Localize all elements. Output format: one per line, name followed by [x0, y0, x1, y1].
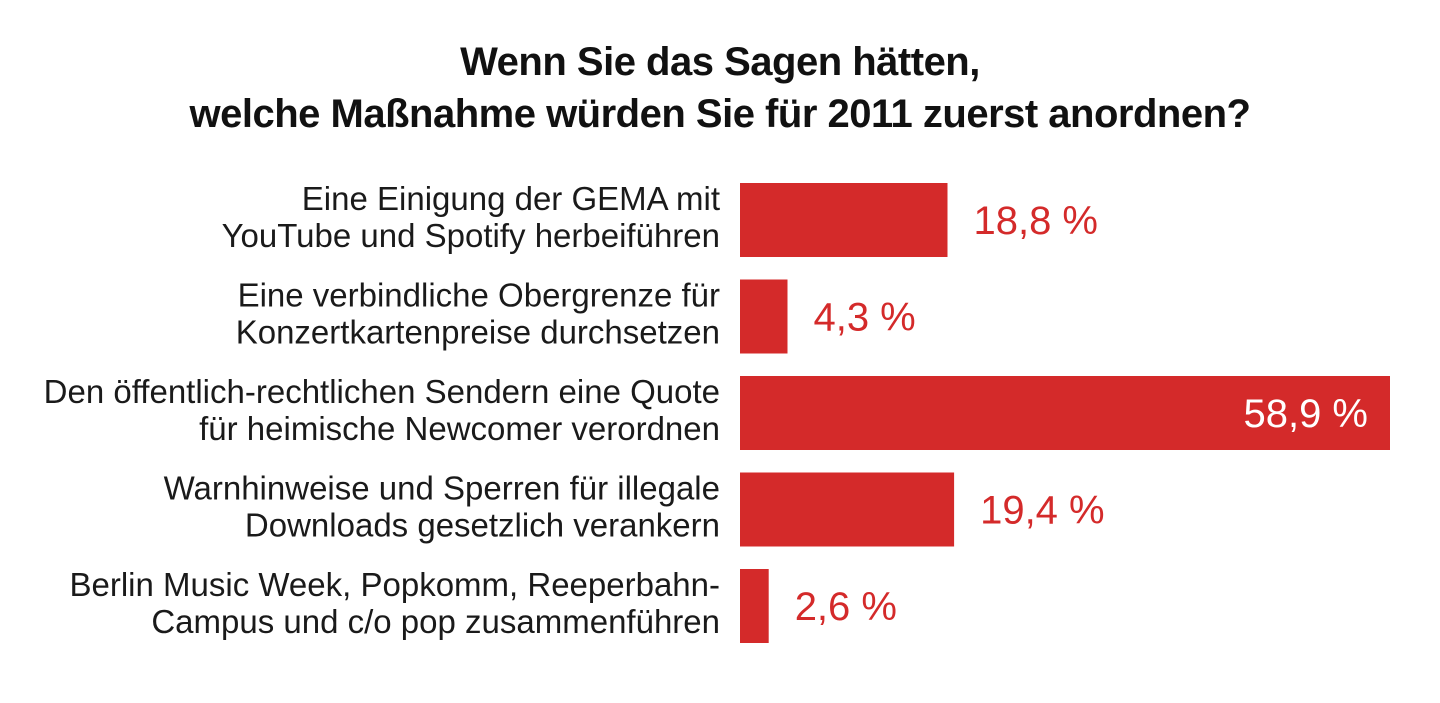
category-label-3-line-1: Den öffentlich-rechtlichen Sendern eine … [44, 373, 720, 410]
bar-1 [740, 183, 948, 257]
value-label-3: 58,9 % [1243, 392, 1368, 436]
category-label-2-line-1: Eine verbindliche Obergrenze für [238, 277, 720, 314]
category-label-2-line-2: Konzertkartenpreise durchsetzen [236, 314, 720, 351]
category-label-4-line-1: Warnhinweise und Sperren für illegale [164, 470, 720, 507]
bar-2 [740, 279, 788, 354]
category-label-4-line-2: Downloads gesetzlich verankern [245, 507, 720, 544]
category-label-1-line-2: YouTube und Spotify herbeiführen [222, 217, 720, 254]
value-label-2: 4,3 % [813, 296, 915, 340]
bar-3 [740, 376, 1390, 450]
category-label-5-line-1: Berlin Music Week, Popkomm, Reeperbahn- [70, 566, 721, 603]
value-label-4: 19,4 % [980, 489, 1105, 533]
value-label-5: 2,6 % [795, 585, 897, 629]
category-label-5-line-2: Campus und c/o pop zusammenführen [151, 603, 720, 640]
bar-5 [740, 569, 769, 643]
bar-4 [740, 472, 955, 547]
value-label-1: 18,8 % [973, 199, 1098, 243]
category-label-1-line-1: Eine Einigung der GEMA mit [302, 180, 720, 217]
chart-title-line-2: welche Maßnahme würden Sie für 2011 zuer… [189, 92, 1251, 136]
chart-title-line-1: Wenn Sie das Sagen hätten, [460, 40, 980, 84]
category-label-3-line-2: für heimische Newcomer verordnen [199, 410, 720, 447]
